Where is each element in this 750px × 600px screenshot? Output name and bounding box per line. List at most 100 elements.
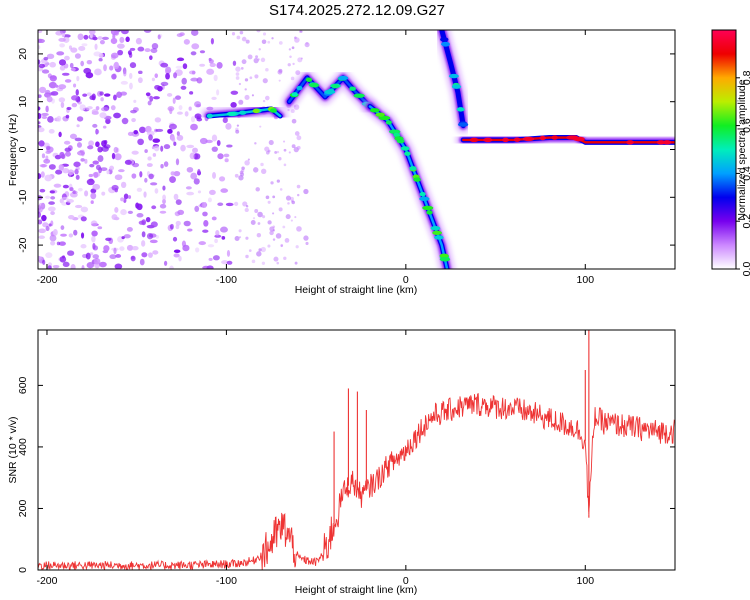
heatmap-node [469,137,479,143]
heatmap-cell [256,30,261,33]
heatmap-cell [38,235,46,239]
heatmap-cell [98,166,102,174]
heatmap-cell [285,214,291,220]
heatmap-node [656,140,666,145]
heatmap-cell [58,241,66,246]
heatmap-cell [234,236,240,242]
heatmap-cell [189,152,196,160]
heatmap-cell [251,259,256,264]
heatmap-cell [38,45,41,50]
heatmap-cell [291,46,295,50]
heatmap-cell [136,213,144,218]
heatmap-cell [38,121,41,125]
colorbar-tick-label: 0.6 [741,118,750,133]
heatmap-cell [39,164,48,168]
snr-x-label: Height of straight line (km) [295,584,418,596]
heatmap-cell [69,133,77,140]
heatmap-cell [69,187,74,192]
snr-y-axis: 0 200 400 600 [17,376,675,573]
heatmap-node [385,120,392,125]
heatmap-cell [190,51,197,56]
heatmap-feature [200,100,289,125]
heatmap-cell [180,144,186,152]
heatmap-cell [271,37,274,40]
heatmap-cell [76,142,82,148]
heatmap-cell [144,177,148,183]
heatmap-cell [165,69,171,75]
heatmap-cell [106,170,110,175]
heatmap-cell [103,64,107,72]
heatmap-cell [303,188,309,195]
heatmap-node [206,113,214,119]
heatmap-cell [272,212,275,215]
heatmap-cell [111,73,117,80]
colorbar: 0.0 0.2 0.4 0.6 0.8 Normalized spectral ampl… [711,29,750,276]
heatmap-cell [154,117,162,123]
heatmap-cell [61,72,70,76]
heatmap-cell [85,252,91,260]
heatmap-cell [46,96,53,103]
heatmap-cell [217,202,224,207]
heatmap-cell [129,47,136,51]
heatmap-cell [118,169,125,173]
heatmap-cell [262,32,267,36]
heatmap-cell [296,145,301,150]
heatmap-cell [74,137,83,142]
heatmap-cell [245,236,249,240]
heatmap-cell [254,142,257,145]
heatmap-cell [182,63,188,70]
y-tick-label: 400 [17,438,29,456]
heatmap-cell [278,207,283,212]
heatmap-cell [139,171,143,178]
heatmap-cell [283,148,287,152]
heatmap-cell [188,106,192,111]
heatmap-cell [253,167,259,173]
heatmap-cell [91,93,96,101]
heatmap-node [409,166,417,171]
heatmap-cell [80,232,85,239]
heatmap-cell [255,187,260,192]
heatmap-cell [56,51,65,56]
heatmap-cell [280,243,284,247]
heatmap-cell [278,157,282,161]
heatmap-cell [238,175,244,181]
heatmap-node [513,137,521,142]
snr-line-layer [38,330,675,570]
snr-series-line [38,392,675,570]
heatmap-cell [92,123,98,128]
heatmap-cell [241,59,247,65]
heatmap-cell [244,207,249,213]
heatmap-cell [123,193,129,200]
heatmap-cell [276,150,280,154]
heatmap-cell [74,53,81,59]
heatmap-cell [199,137,208,145]
heatmap-cell [170,171,175,176]
heatmap-node [539,135,546,141]
heatmap-node [291,92,298,97]
heatmap-cell [98,57,103,62]
heatmap-cell [88,140,95,147]
heatmap-cell [240,66,244,70]
heatmap-cell [150,48,158,54]
heatmap-node [456,107,465,112]
heatmap-cell [58,97,66,103]
heatmap-cell [258,248,262,252]
heatmap-cell [191,43,200,50]
heatmap-cell [159,210,167,214]
heatmap-cell [176,134,184,141]
heatmap-cell [76,116,84,122]
heatmap-cell [59,43,65,48]
heatmap-cell [154,188,159,194]
heatmap-cell [113,112,121,119]
heatmap-cell [187,228,193,232]
heatmap-cell [267,40,271,44]
heatmap-cell [291,200,296,205]
heatmap-cell [75,89,79,96]
heatmap-cell [160,145,164,152]
heatmap-cell [53,183,62,188]
snr-x-axis: -200 -100 0 100 [36,330,594,587]
heatmap-cell [226,250,231,257]
colorbar-label: Normalized spectral amplitude [736,79,748,220]
heatmap-cell [69,62,74,69]
heatmap-cell [194,101,202,108]
